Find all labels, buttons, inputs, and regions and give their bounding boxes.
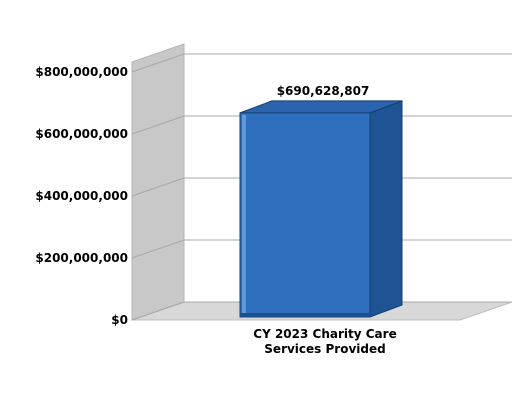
category-label: CY 2023 Charity Care [253,327,396,341]
y-axis-tick-labels: $0 $200,000,000 $400,000,000 $600,000,000 $8… [35,65,128,327]
bar-base [240,313,370,317]
bars [239,100,403,318]
category-label: Services Provided [264,342,385,356]
y-tick-label: $200,000,000 [35,251,128,265]
left-wall [131,43,185,321]
gridline-wall [131,301,185,321]
bar-side [369,100,403,318]
bar [239,112,371,318]
gridline-wall [131,115,185,135]
gridline-wall [131,239,185,259]
data-label: $690,628,807 [277,84,370,98]
chart-walls [131,43,513,321]
bar-highlight [242,114,246,316]
y-tick-label: $600,000,000 [35,127,128,141]
y-tick-label: $0 [111,313,128,327]
data-labels: $690,628,807 [277,84,370,98]
gridline-wall [131,53,185,73]
y-tick-label: $800,000,000 [35,65,128,79]
gridline-wall [131,177,185,197]
y-tick-label: $400,000,000 [35,189,128,203]
